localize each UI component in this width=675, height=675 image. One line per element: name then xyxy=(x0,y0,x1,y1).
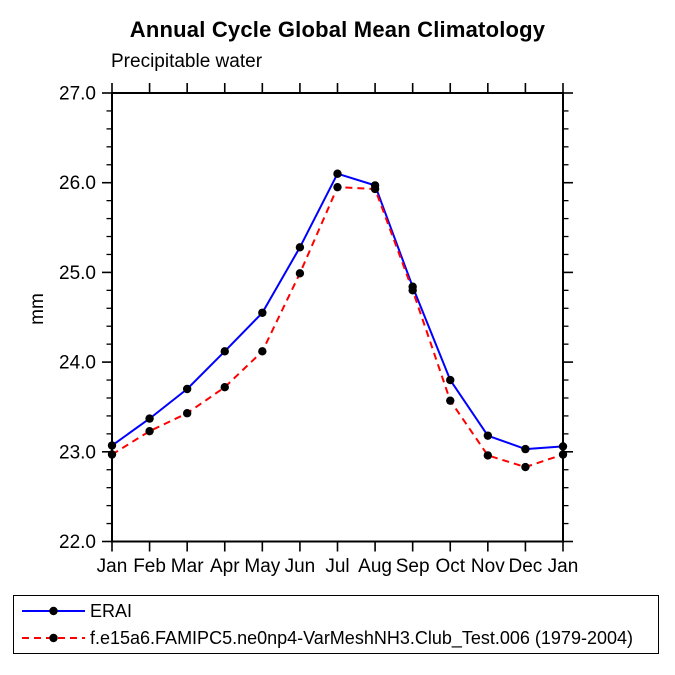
x-tick-label: Apr xyxy=(210,556,240,577)
series-line-model xyxy=(111,186,564,469)
data-point-marker xyxy=(521,462,530,472)
legend-sample-marker xyxy=(49,633,58,643)
axis-frame xyxy=(111,92,564,543)
data-point-marker xyxy=(408,286,417,295)
data-point-marker xyxy=(333,182,342,192)
data-point-marker xyxy=(483,431,493,440)
x-tick-label: Jan xyxy=(97,556,128,577)
y-tick-label: 23.0 xyxy=(59,442,96,463)
data-point-marker xyxy=(258,308,267,317)
x-tick-label: Feb xyxy=(133,556,166,577)
data-point-marker xyxy=(446,396,455,405)
x-tick-label: Aug xyxy=(358,556,392,577)
legend-label-model: f.e15a6.FAMIPC5.ne0np4-VarMeshNH3.Club_T… xyxy=(90,627,633,648)
series-line-erai xyxy=(111,172,564,451)
y-tick-label: 24.0 xyxy=(59,353,96,374)
x-tick-label: Jun xyxy=(285,556,316,577)
data-point-marker xyxy=(258,347,267,356)
data-point-marker xyxy=(483,451,493,460)
x-tick-label: Nov xyxy=(471,556,505,577)
chart-subtitle: Precipitable water xyxy=(111,51,263,72)
legend-item-model: f.e15a6.FAMIPC5.ne0np4-VarMeshNH3.Club_T… xyxy=(21,626,658,650)
x-tick-label: Dec xyxy=(509,556,543,577)
y-tick-label: 22.0 xyxy=(59,532,96,553)
data-point-marker xyxy=(182,384,192,394)
data-point-marker xyxy=(370,184,380,194)
y-tick-label: 26.0 xyxy=(59,173,96,194)
chart-title: Annual Cycle Global Mean Climatology xyxy=(129,17,546,42)
x-tick-label: Jul xyxy=(325,556,349,577)
data-point-marker xyxy=(521,444,530,454)
legend-label-erai: ERAI xyxy=(90,600,133,621)
data-point-marker xyxy=(446,375,455,385)
x-tick-label: Sep xyxy=(396,556,430,577)
legend-item-erai: ERAI xyxy=(21,599,658,623)
data-point-marker xyxy=(182,409,192,418)
x-tick-label: Mar xyxy=(171,556,204,577)
y-tick-label: 25.0 xyxy=(59,263,96,284)
x-tick-label: Jan xyxy=(548,556,579,577)
legend-box: ERAI f.e15a6.FAMIPC5.ne0np4-VarMeshNH3.C… xyxy=(13,595,659,654)
data-point-marker xyxy=(220,383,229,392)
legend-sample-marker xyxy=(49,606,58,616)
data-point-marker xyxy=(295,269,305,278)
legend-line-sample-model xyxy=(22,633,85,643)
data-point-marker xyxy=(220,347,229,356)
data-point-marker xyxy=(107,450,117,459)
data-point-marker xyxy=(145,414,154,423)
y-tick-label: 27.0 xyxy=(59,84,96,105)
x-tick-label: May xyxy=(244,556,280,577)
data-point-marker xyxy=(107,441,117,450)
data-point-marker xyxy=(558,450,568,459)
data-point-marker xyxy=(558,442,568,451)
legend-line-sample-erai xyxy=(22,606,85,616)
data-point-marker xyxy=(333,169,342,178)
data-point-marker xyxy=(295,243,305,252)
x-tick-label: Oct xyxy=(435,556,465,577)
data-point-marker xyxy=(145,426,154,436)
